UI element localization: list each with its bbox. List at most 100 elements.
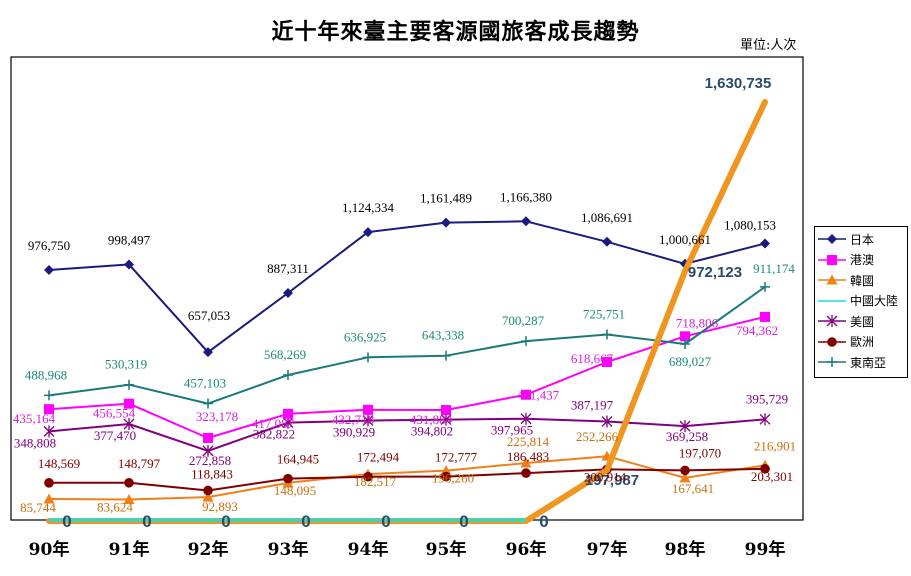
data-label-japan: 976,750 bbox=[28, 238, 70, 253]
data-label-se-asia: 725,751 bbox=[583, 307, 625, 322]
data-label-europe: 164,945 bbox=[277, 452, 319, 467]
data-label-usa: 382,822 bbox=[253, 427, 295, 442]
point-korea bbox=[440, 465, 452, 476]
data-label-japan: 1,124,334 bbox=[342, 200, 395, 215]
point-japan bbox=[441, 217, 451, 228]
data-label-korea: 216,901 bbox=[754, 438, 796, 453]
legend-swatch-usa bbox=[818, 315, 846, 328]
x-tick-label: 98年 bbox=[665, 539, 706, 560]
data-label-china: 197,987 bbox=[585, 472, 639, 489]
series-usa bbox=[43, 412, 771, 457]
data-label-japan: 1,080,153 bbox=[724, 217, 776, 232]
data-label-japan: 1,161,489 bbox=[420, 191, 472, 206]
point-europe bbox=[680, 465, 690, 476]
data-label-china: 1,630,735 bbox=[705, 75, 772, 92]
point-korea bbox=[679, 472, 691, 483]
data-label-se-asia: 568,269 bbox=[264, 347, 306, 362]
data-label-se-asia: 700,287 bbox=[502, 313, 545, 328]
point-korea bbox=[202, 491, 214, 502]
x-tick-label: 92年 bbox=[188, 539, 229, 560]
data-label-korea: 92,893 bbox=[202, 499, 238, 514]
data-label-china: 0 bbox=[459, 512, 468, 531]
data-label-usa: 369,258 bbox=[666, 429, 708, 444]
series-japan bbox=[44, 216, 770, 358]
point-se-asia bbox=[44, 390, 54, 401]
data-label-se-asia: 636,925 bbox=[344, 329, 386, 344]
legend-marker-hk-macau bbox=[827, 254, 837, 265]
data-label-hk-macau: 417,087 bbox=[252, 416, 295, 431]
point-japan bbox=[124, 259, 134, 270]
point-se-asia bbox=[283, 369, 293, 380]
data-label-korea: 85,744 bbox=[20, 500, 56, 515]
x-tick-label: 93年 bbox=[268, 539, 309, 560]
data-label-se-asia: 911,174 bbox=[753, 261, 795, 276]
x-tick-label: 90年 bbox=[29, 539, 70, 560]
data-label-se-asia: 689,027 bbox=[669, 354, 712, 369]
series-line-se-asia bbox=[48, 285, 766, 405]
x-axis: 90年 91年 92年 93年 94年 95年 96年 97年 98年 99年 bbox=[29, 539, 786, 560]
series-line-hk-macau bbox=[48, 315, 766, 439]
point-europe bbox=[441, 471, 451, 482]
data-label-europe: 172,494 bbox=[357, 450, 400, 465]
chart-title: 近十年來臺主要客源國旅客成長趨勢 bbox=[271, 19, 640, 45]
data-label-hk-macau: 435,164 bbox=[13, 411, 56, 426]
legend-item-korea: 韓國 bbox=[815, 270, 907, 291]
data-label-korea: 196,260 bbox=[432, 471, 474, 486]
series-line-europe bbox=[48, 467, 766, 492]
legend-label: 港澳 bbox=[850, 253, 875, 268]
data-label-japan: 1,166,380 bbox=[500, 189, 552, 204]
series-europe bbox=[44, 463, 770, 496]
legend-marker-japan bbox=[827, 234, 837, 245]
series-hk-macau bbox=[44, 311, 770, 443]
data-label-usa: 394,802 bbox=[411, 424, 453, 439]
data-label-hk-macau: 794,362 bbox=[736, 323, 778, 338]
data-label-china: 0 bbox=[142, 512, 151, 531]
data-label-se-asia: 457,103 bbox=[184, 376, 226, 391]
label-layer: 976,750 998,497 657,053 887,311 1,124,334 1,1… bbox=[13, 75, 796, 531]
legend-label: 美國 bbox=[850, 314, 875, 329]
series-line-japan bbox=[48, 220, 766, 354]
point-se-asia bbox=[680, 338, 690, 349]
legend-swatch-se-asia bbox=[818, 357, 846, 368]
point-se-asia bbox=[760, 281, 770, 292]
point-hk-macau bbox=[441, 405, 451, 416]
series-china bbox=[46, 99, 768, 524]
point-usa bbox=[679, 420, 691, 433]
unit-label: 單位:人次 bbox=[740, 38, 797, 53]
point-hk-macau bbox=[363, 404, 373, 415]
x-tick-label: 97年 bbox=[587, 539, 628, 560]
legend-marker-europe bbox=[827, 336, 837, 347]
point-japan bbox=[363, 227, 373, 238]
point-usa bbox=[601, 415, 613, 428]
legend-marker-korea bbox=[826, 274, 838, 285]
data-label-se-asia: 643,338 bbox=[422, 328, 464, 343]
legend-swatch-hk-macau bbox=[818, 254, 846, 265]
point-japan bbox=[203, 347, 213, 358]
x-tick-label: 91年 bbox=[109, 539, 150, 560]
series-line-korea bbox=[48, 455, 766, 501]
data-label-se-asia: 488,968 bbox=[25, 367, 67, 382]
point-hk-macau bbox=[521, 389, 531, 400]
point-korea bbox=[123, 494, 135, 505]
point-japan bbox=[760, 238, 770, 249]
point-japan bbox=[602, 236, 612, 247]
data-label-hk-macau: 432,718 bbox=[332, 412, 374, 427]
data-label-hk-macau: 431,884 bbox=[410, 412, 453, 427]
point-europe bbox=[203, 485, 213, 496]
data-label-china: 972,123 bbox=[688, 264, 742, 281]
x-tick-label: 95年 bbox=[426, 539, 467, 560]
legend-item-japan: 日本 bbox=[815, 229, 907, 250]
data-label-korea: 182,517 bbox=[354, 474, 397, 489]
point-usa bbox=[362, 414, 374, 427]
data-label-china: 0 bbox=[301, 512, 310, 531]
data-label-hk-macau: 718,806 bbox=[676, 315, 719, 330]
point-usa bbox=[123, 418, 135, 431]
point-se-asia bbox=[203, 398, 213, 409]
data-label-usa: 397,965 bbox=[491, 423, 533, 438]
point-hk-macau bbox=[680, 331, 690, 342]
x-tick-label: 94年 bbox=[348, 539, 389, 560]
data-label-europe: 203,301 bbox=[751, 469, 793, 484]
series-layer bbox=[43, 99, 771, 524]
data-label-hk-macau: 323,178 bbox=[196, 409, 238, 424]
